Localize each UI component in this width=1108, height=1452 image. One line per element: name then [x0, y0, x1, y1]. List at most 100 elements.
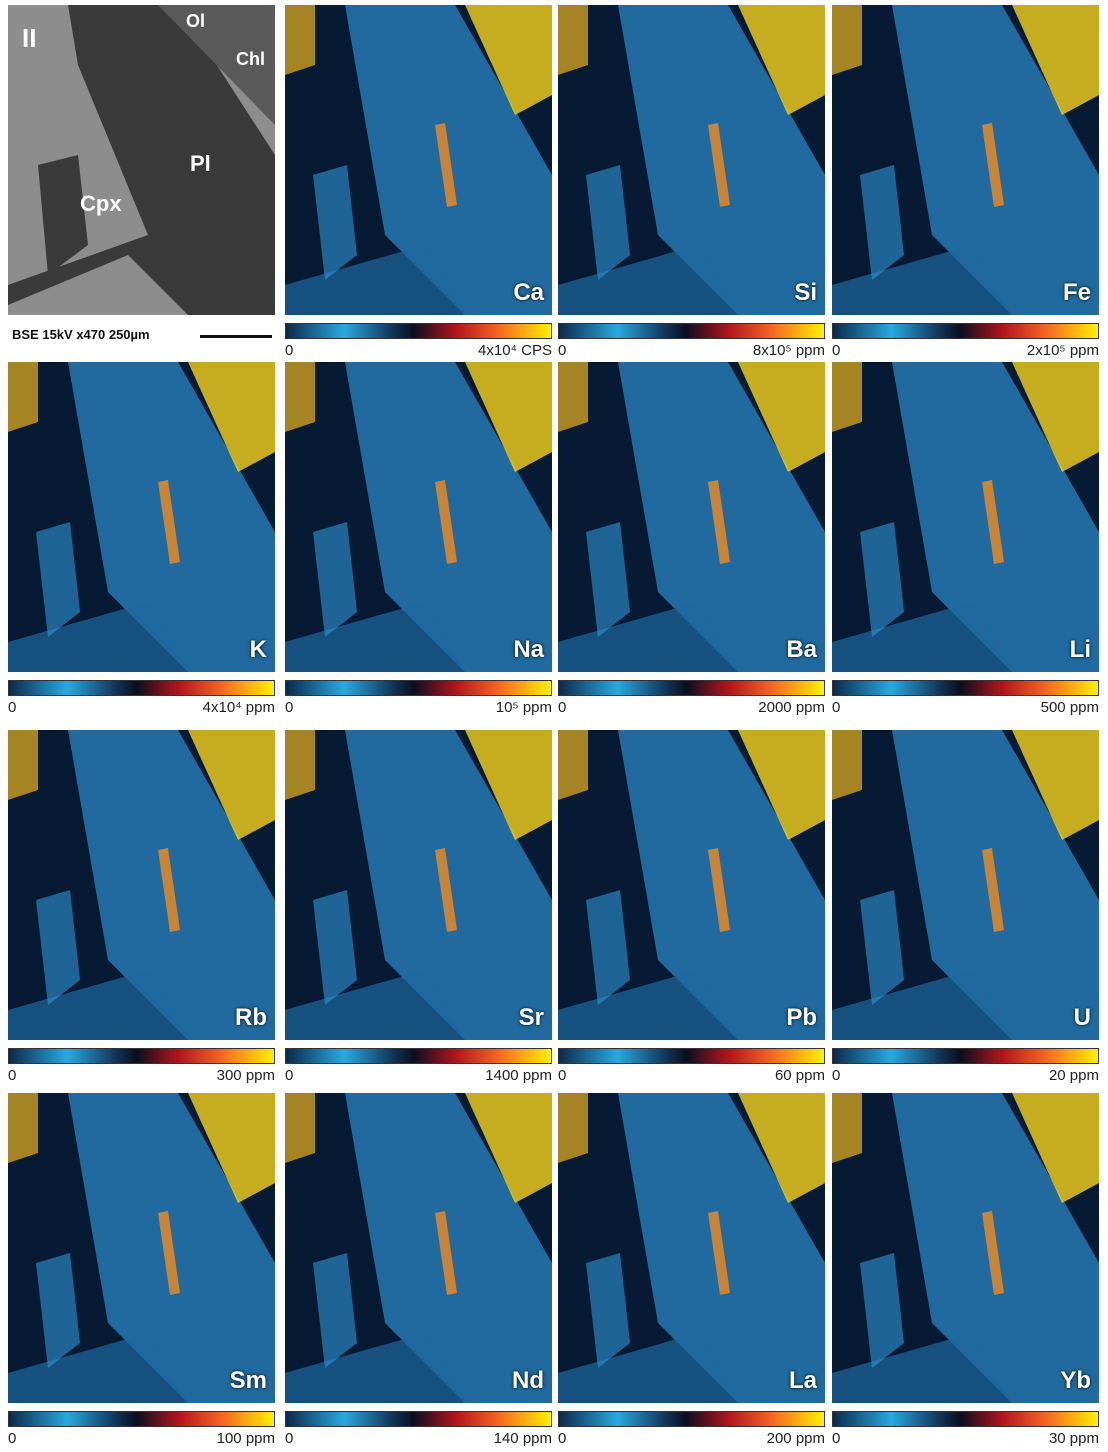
- colorbar: [558, 680, 825, 696]
- element-label: Ca: [492, 279, 544, 307]
- element-map: [558, 730, 825, 1040]
- map-region: [832, 5, 862, 75]
- map-image: [285, 730, 552, 1040]
- element-map: [832, 730, 1099, 1040]
- colorbar: [832, 680, 1099, 696]
- map-image: [558, 5, 825, 315]
- colorbar: [285, 1048, 552, 1064]
- element-map: [558, 5, 825, 315]
- map-image: [8, 1093, 275, 1403]
- element-label: Li: [1039, 636, 1091, 664]
- phase-label: Pl: [190, 151, 211, 177]
- map-region: [832, 362, 862, 432]
- panel-label: II: [22, 23, 36, 54]
- map-region: [558, 5, 588, 75]
- element-map: [285, 362, 552, 672]
- element-label: Yb: [1039, 1367, 1091, 1395]
- element-label: Nd: [492, 1367, 544, 1395]
- map-image: [8, 730, 275, 1040]
- scale-max: 500 ppm: [832, 699, 1099, 716]
- phase-label: Cpx: [80, 191, 122, 217]
- map-image: [8, 5, 275, 315]
- colorbar: [285, 680, 552, 696]
- scale-max: 4x10⁴ ppm: [8, 699, 275, 716]
- scale-max: 8x10⁵ ppm: [558, 342, 825, 359]
- map-region: [558, 1093, 588, 1163]
- map-region: [285, 1093, 315, 1163]
- colorbar: [285, 323, 552, 339]
- scale-max: 60 ppm: [558, 1067, 825, 1084]
- map-region: [8, 730, 38, 800]
- colorbar: [8, 680, 275, 696]
- element-map: [8, 1093, 275, 1403]
- bse-panel: [8, 5, 275, 315]
- element-label: Ba: [765, 636, 817, 664]
- map-region: [558, 730, 588, 800]
- element-label: Fe: [1039, 279, 1091, 307]
- element-map: [8, 362, 275, 672]
- map-image: [285, 1093, 552, 1403]
- map-image: [832, 362, 1099, 672]
- element-map: [8, 730, 275, 1040]
- map-image: [285, 5, 552, 315]
- colorbar: [832, 323, 1099, 339]
- phase-label: Ol: [186, 11, 205, 32]
- element-map: [832, 362, 1099, 672]
- element-map: [285, 730, 552, 1040]
- element-map: [832, 1093, 1099, 1403]
- map-image: [832, 5, 1099, 315]
- element-label: U: [1039, 1004, 1091, 1032]
- map-region: [285, 730, 315, 800]
- element-label: K: [215, 636, 267, 664]
- element-label: Sm: [215, 1367, 267, 1395]
- scale-max: 2000 ppm: [558, 699, 825, 716]
- scale-max: 1400 ppm: [285, 1067, 552, 1084]
- phase-label: Chl: [236, 49, 265, 70]
- scale-max: 300 ppm: [8, 1067, 275, 1084]
- map-region: [8, 362, 38, 432]
- map-image: [8, 362, 275, 672]
- element-map: [558, 362, 825, 672]
- map-region: [832, 1093, 862, 1163]
- element-label: Pb: [765, 1004, 817, 1032]
- map-region: [285, 5, 315, 75]
- map-region: [8, 1093, 38, 1163]
- element-label: La: [765, 1367, 817, 1395]
- map-region: [832, 730, 862, 800]
- element-label: Na: [492, 636, 544, 664]
- map-image: [832, 1093, 1099, 1403]
- colorbar: [558, 1411, 825, 1427]
- map-region: [558, 362, 588, 432]
- colorbar: [558, 1048, 825, 1064]
- scale-bar: [200, 335, 272, 338]
- scale-max: 140 ppm: [285, 1430, 552, 1447]
- element-map: [285, 5, 552, 315]
- figure: IIOlChlPlCpxBSE 15kV x470 250µmCa04x10⁴ …: [0, 0, 1108, 1452]
- scale-max: 2x10⁵ ppm: [832, 342, 1099, 359]
- element-map: [558, 1093, 825, 1403]
- colorbar: [285, 1411, 552, 1427]
- scale-max: 4x10⁴ CPS: [285, 342, 552, 359]
- map-image: [558, 730, 825, 1040]
- colorbar: [832, 1048, 1099, 1064]
- element-label: Si: [765, 279, 817, 307]
- scale-max: 10⁵ ppm: [285, 699, 552, 716]
- element-map: [285, 1093, 552, 1403]
- element-label: Sr: [492, 1004, 544, 1032]
- map-image: [285, 362, 552, 672]
- bse-caption: BSE 15kV x470 250µm: [12, 327, 150, 342]
- map-image: [832, 730, 1099, 1040]
- map-image: [558, 1093, 825, 1403]
- map-region: [285, 362, 315, 432]
- map-image: [558, 362, 825, 672]
- element-map: [832, 5, 1099, 315]
- element-label: Rb: [215, 1004, 267, 1032]
- scale-max: 100 ppm: [8, 1430, 275, 1447]
- colorbar: [832, 1411, 1099, 1427]
- colorbar: [558, 323, 825, 339]
- colorbar: [8, 1048, 275, 1064]
- scale-max: 200 ppm: [558, 1430, 825, 1447]
- scale-max: 30 ppm: [832, 1430, 1099, 1447]
- scale-max: 20 ppm: [832, 1067, 1099, 1084]
- colorbar: [8, 1411, 275, 1427]
